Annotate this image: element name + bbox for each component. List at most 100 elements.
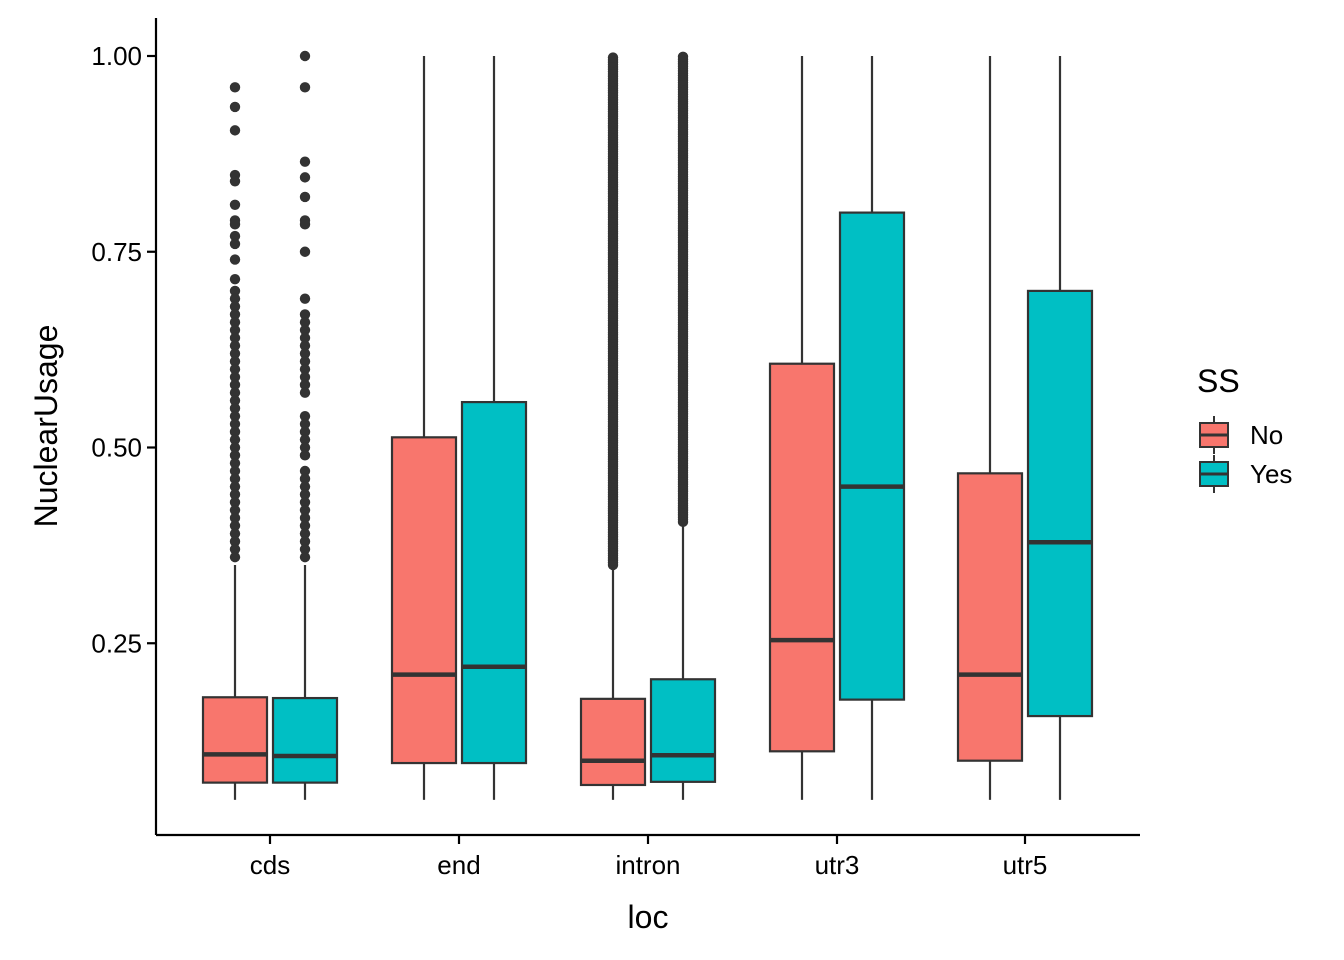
outlier-point [299,544,311,555]
outlier-point [229,387,241,398]
outlier-point [299,309,311,320]
outlier-point [299,489,311,500]
iqr-box [956,472,1024,762]
outlier-point [299,172,311,183]
iqr-box [649,678,717,783]
outlier-point [229,332,241,344]
outlier-point [299,418,311,430]
x-tick-label-cds: cds [250,850,290,880]
outlier-point [299,481,311,492]
outlier-point [299,450,311,461]
outlier-point [229,512,241,524]
outlier-point [229,309,241,320]
outlier-point [299,520,311,531]
x-tick-label-end: end [437,850,480,880]
legend-title: SS [1197,363,1240,399]
outlier-point [229,418,241,430]
iqr-box [579,697,647,787]
outlier-point [229,356,241,367]
legend-items: No Yes [1199,416,1292,493]
x-tick-label-utr5: utr5 [1003,850,1048,880]
outlier-point [299,340,311,351]
x-tick-label-utr3: utr3 [815,850,860,880]
outlier-point [229,403,241,414]
iqr-box [201,696,269,784]
box-end-no [390,56,458,800]
outlier-point [229,442,241,453]
outlier-point [299,356,311,367]
box-utr3-yes [838,56,906,800]
legend-label: Yes [1250,459,1292,489]
outlier-point [299,442,311,453]
outlier-point [229,489,241,500]
iqr-box [390,436,458,765]
legend-item-no: No [1199,416,1283,454]
outlier-point [299,293,311,304]
outlier-point [299,317,311,328]
outlier-point [229,504,241,516]
box-utr5-no [956,56,1024,800]
iqr-box [768,362,836,753]
outlier-point [229,364,241,375]
x-tick-label-intron: intron [615,850,680,880]
box-end-yes [460,56,528,800]
outlier-point [229,273,241,285]
outlier-point [299,387,311,398]
outlier-point [299,473,311,485]
outlier-point [229,301,241,312]
outlier-point [229,125,241,136]
iqr-box [838,211,906,701]
outlier-point [229,520,241,531]
outlier-point [299,379,311,391]
series-no [201,52,1024,800]
y-tick-label: 0.50 [91,433,142,463]
plot-area [201,50,1094,800]
y-tick-label: 1.00 [91,41,142,71]
box-intron-yes [649,51,717,800]
outlier-point [229,426,241,438]
x-axis-title: loc [628,899,669,935]
outlier-point [299,497,311,508]
outlier-point [229,528,241,539]
outlier-point [229,465,241,477]
outlier-point [229,544,241,555]
outlier-point [229,379,241,391]
outlier-point [229,497,241,508]
outlier-point [229,230,241,242]
outlier-point [229,293,241,304]
iqr-box [271,696,339,784]
outlier-point [229,450,241,461]
outlier-point [229,551,241,563]
outlier-point [229,101,241,113]
outlier-point [229,410,241,422]
outlier-point [607,52,619,63]
outlier-point [229,371,241,383]
legend-label: No [1250,420,1283,450]
outlier-point [229,82,241,93]
outlier-point [299,434,311,445]
outlier-point [229,457,241,469]
outlier-point [299,348,311,359]
legend-item-yes: Yes [1199,455,1292,493]
outlier-point [229,285,241,297]
box-cds-yes [271,50,339,800]
outlier-point [229,434,241,445]
outlier-point [229,340,241,351]
outlier-point [299,512,311,524]
x-axis-ticks: cds end intron utr3 utr5 [250,835,1048,880]
iqr-box [1026,289,1094,718]
outlier-point [229,199,241,210]
outlier-point [299,465,311,477]
outlier-point [299,82,311,93]
outlier-point [299,371,311,383]
y-axis-ticks: 0.25 0.50 0.75 1.00 [91,41,156,658]
box-cds-no [201,82,269,800]
outlier-point [229,317,241,328]
outlier-point [299,246,311,257]
outlier-point [229,481,241,492]
box-intron-no [579,52,647,800]
outlier-point [229,254,241,265]
outlier-point [299,410,311,422]
outlier-point [299,536,311,547]
